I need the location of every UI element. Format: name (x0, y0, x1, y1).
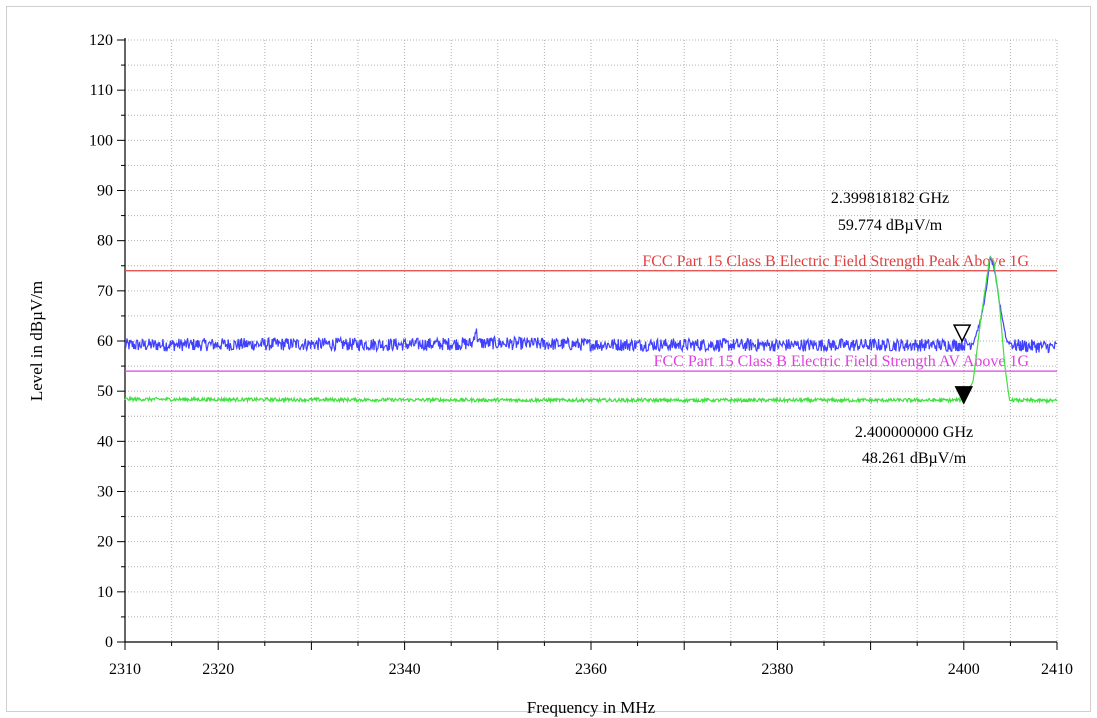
trace-line (124, 256, 1058, 405)
marker-frequency-label: 2.399818182 GHz (831, 190, 949, 207)
limit-line-label: FCC Part 15 Class B Electric Field Stren… (654, 353, 1030, 370)
y-tick-label: 50 (97, 383, 113, 400)
y-tick-label: 0 (105, 634, 113, 651)
x-axis-title: Frequency in MHz (527, 698, 656, 717)
y-axis-title: Level in dBµV/m (27, 281, 46, 401)
trace-line (124, 255, 1058, 354)
chart-frame (6, 6, 1091, 712)
marker-open-triangle (952, 324, 972, 343)
x-tick-label: 2360 (575, 661, 607, 678)
marker-frequency-label: 2.400000000 GHz (855, 424, 973, 441)
markers: 2.399818182 GHz 59.774 dBµV/m 2.400000000 … (831, 190, 973, 467)
x-tick-label: 2400 (948, 661, 980, 678)
limit-line-label: FCC Part 15 Class B Electric Field Stren… (642, 253, 1029, 270)
x-tick-label: 2320 (202, 661, 234, 678)
x-tick-label: 2380 (761, 661, 793, 678)
marker-level-label: 48.261 dBµV/m (862, 450, 967, 467)
y-tick-label: 80 (97, 233, 113, 250)
y-tick-label: 20 (97, 534, 113, 551)
axes: 0 10 20 30 40 50 60 70 80 90 100 110 120 2310 2320 2340… (89, 32, 1073, 678)
y-tick-label: 30 (97, 484, 113, 501)
y-tick-label: 100 (89, 132, 113, 149)
x-tick-label: 2310 (109, 661, 141, 678)
y-tick-label: 90 (97, 183, 113, 200)
y-tick-label: 110 (90, 82, 113, 99)
x-tick-label: 2340 (389, 661, 421, 678)
x-tick-label: 2410 (1041, 661, 1073, 678)
y-tick-label: 120 (89, 32, 113, 49)
y-tick-label: 40 (97, 433, 113, 450)
marker-level-label: 59.774 dBµV/m (838, 217, 943, 234)
y-tick-label: 10 (97, 584, 113, 601)
traces (124, 255, 1058, 405)
y-tick-label: 60 (97, 333, 113, 350)
limit-lines: FCC Part 15 Class B Electric Field Stren… (125, 253, 1057, 372)
marker-filled-triangle (954, 386, 974, 405)
y-tick-label: 70 (97, 283, 113, 300)
